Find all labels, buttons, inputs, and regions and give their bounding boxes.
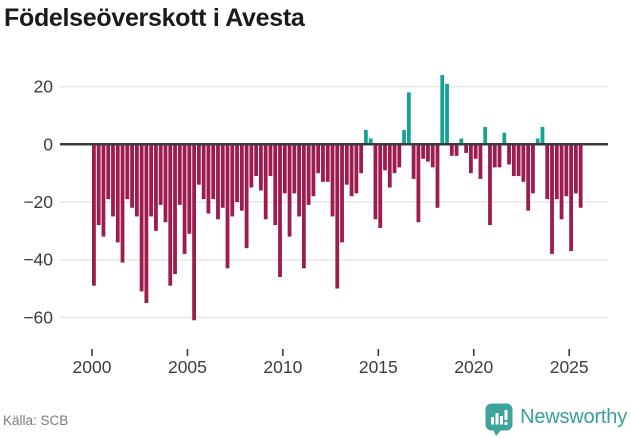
chart-title: Födelseöverskott i Avesta [4,4,305,32]
newsworthy-logo-icon [485,403,513,436]
svg-text:−60: −60 [23,307,53,327]
svg-text:0: 0 [43,134,53,154]
newsworthy-logo-text: Newsworthy [520,405,627,428]
svg-text:2005: 2005 [168,357,207,377]
newsworthy-logo[interactable]: Newsworthy [485,403,627,437]
svg-text:2020: 2020 [454,357,493,377]
svg-text:2025: 2025 [550,357,589,377]
svg-text:−40: −40 [23,250,53,270]
svg-text:2010: 2010 [263,357,302,377]
svg-text:20: 20 [34,77,54,97]
source-label: Källa: SCB [3,413,69,428]
svg-text:2000: 2000 [73,357,112,377]
svg-text:−20: −20 [23,192,53,212]
svg-text:2015: 2015 [359,357,398,377]
